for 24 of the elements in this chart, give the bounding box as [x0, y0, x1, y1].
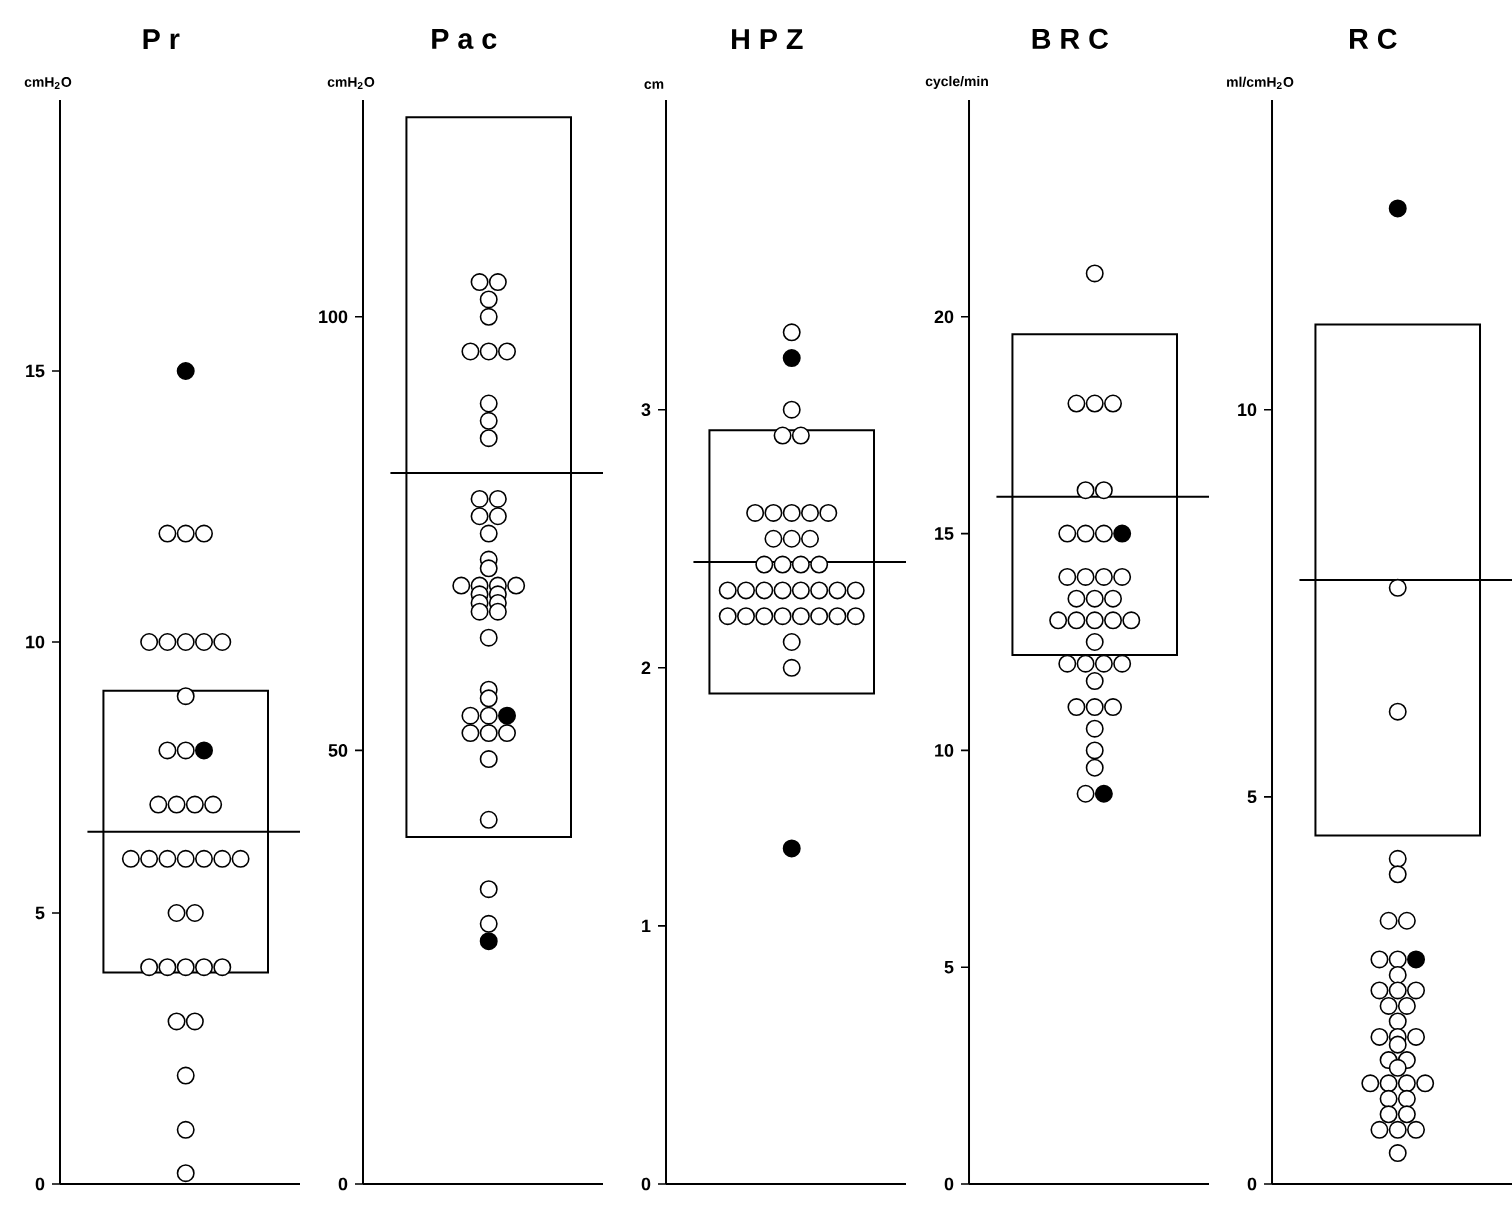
y-tick-label: 3 — [641, 403, 651, 417]
y-tick-label: 100 — [319, 310, 348, 324]
y-tick-label: 10 — [1238, 403, 1257, 417]
y-tick-label: 15 — [26, 364, 45, 378]
y-tick-label: 20 — [934, 310, 954, 324]
chart-title: P r — [143, 29, 180, 49]
chart-title: B R C — [1032, 28, 1109, 49]
chart-title: R C — [1350, 28, 1397, 49]
chart-title: H P Z — [732, 29, 803, 49]
y-tick-label: 0 — [35, 1177, 45, 1191]
y-tick-label: 15 — [935, 527, 954, 540]
y-tick-label: 10 — [935, 744, 954, 757]
y-tick-label: 0 — [338, 1177, 348, 1191]
y-tick-label: 2 — [641, 661, 651, 675]
y-tick-label: 5 — [1247, 790, 1257, 804]
y-tick-label: 1 — [642, 919, 651, 933]
y-tick-label: 0 — [1247, 1177, 1257, 1191]
y-tick-label: 50 — [328, 744, 348, 757]
y-tick-label: 0 — [944, 1177, 954, 1191]
y-tick-label: 5 — [944, 960, 954, 974]
y-tick-label: 10 — [26, 635, 45, 649]
y-tick-label: 5 — [35, 906, 45, 920]
chart-title: P a c — [432, 28, 497, 49]
y-tick-label: 0 — [641, 1177, 651, 1191]
